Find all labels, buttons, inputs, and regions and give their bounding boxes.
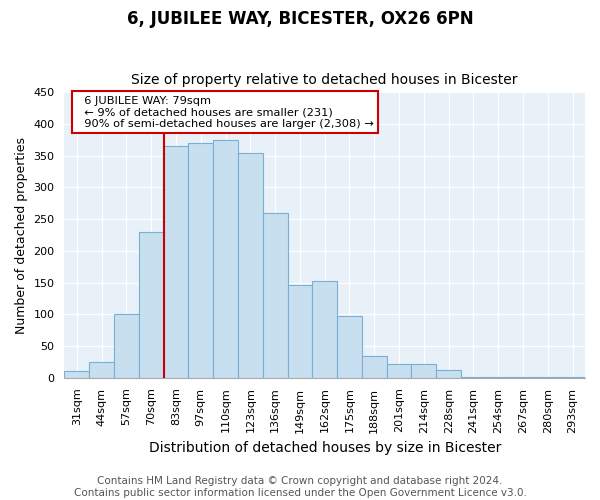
- Text: 6 JUBILEE WAY: 79sqm
  ← 9% of detached houses are smaller (231)
  90% of semi-d: 6 JUBILEE WAY: 79sqm ← 9% of detached ho…: [77, 96, 374, 128]
- Bar: [486, 376, 511, 378]
- Bar: [139, 232, 164, 378]
- Text: 6, JUBILEE WAY, BICESTER, OX26 6PN: 6, JUBILEE WAY, BICESTER, OX26 6PN: [127, 10, 473, 28]
- Bar: [64, 372, 89, 378]
- Bar: [511, 376, 535, 378]
- Y-axis label: Number of detached properties: Number of detached properties: [15, 136, 28, 334]
- Bar: [89, 362, 114, 378]
- Bar: [213, 140, 238, 378]
- Bar: [560, 376, 585, 378]
- X-axis label: Distribution of detached houses by size in Bicester: Distribution of detached houses by size …: [149, 441, 501, 455]
- Bar: [337, 316, 362, 378]
- Title: Size of property relative to detached houses in Bicester: Size of property relative to detached ho…: [131, 73, 518, 87]
- Bar: [386, 364, 412, 378]
- Bar: [114, 314, 139, 378]
- Bar: [362, 356, 386, 378]
- Text: Contains HM Land Registry data © Crown copyright and database right 2024.
Contai: Contains HM Land Registry data © Crown c…: [74, 476, 526, 498]
- Bar: [461, 376, 486, 378]
- Bar: [238, 152, 263, 378]
- Bar: [263, 213, 287, 378]
- Bar: [164, 146, 188, 378]
- Bar: [535, 376, 560, 378]
- Bar: [188, 143, 213, 378]
- Bar: [436, 370, 461, 378]
- Bar: [313, 282, 337, 378]
- Bar: [412, 364, 436, 378]
- Bar: [287, 284, 313, 378]
